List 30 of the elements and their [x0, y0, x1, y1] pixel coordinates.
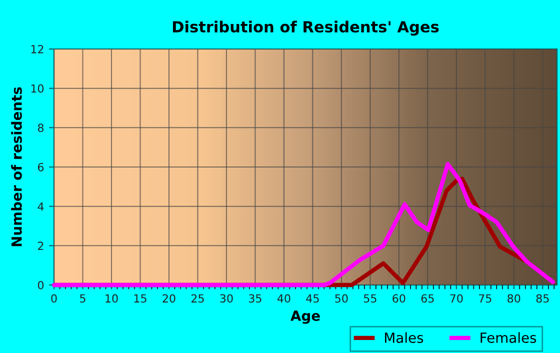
- y-tick-label: 2: [38, 242, 44, 250]
- legend-label: Females: [480, 332, 536, 343]
- x-tick-label: 30: [220, 294, 233, 303]
- x-tick-label: 35: [248, 294, 262, 303]
- y-tick-label: 10: [31, 84, 44, 93]
- x-tick-label: 60: [392, 294, 406, 303]
- x-tick-label: 50: [335, 294, 348, 303]
- x-tick-label: 15: [134, 294, 146, 303]
- x-tick-label: 5: [80, 294, 86, 303]
- y-tick-label: 6: [38, 162, 44, 172]
- x-tick-label: 20: [162, 294, 176, 303]
- y-tick-label: 12: [31, 44, 44, 54]
- x-tick-label: 80: [508, 294, 520, 303]
- chart-title: Distribution of Residents' Ages: [172, 20, 439, 36]
- x-tick-label: 0: [51, 294, 57, 303]
- x-axis-title: Age: [290, 310, 320, 324]
- x-tick-label: 55: [364, 294, 376, 303]
- x-tick-label: 10: [106, 294, 118, 303]
- x-tick-label: 65: [421, 294, 434, 303]
- x-tick-label: 75: [478, 294, 492, 303]
- x-tick-label: 70: [450, 294, 463, 303]
- x-tick-label: 40: [277, 294, 290, 303]
- legend-label: Males: [385, 332, 424, 343]
- y-tick-label: 4: [38, 202, 44, 211]
- y-tick-label: 8: [38, 124, 44, 132]
- x-tick-label: 45: [306, 294, 319, 303]
- x-tick-label: 85: [536, 294, 549, 303]
- y-axis-title: Number of residents: [11, 87, 22, 246]
- y-tick-label: 0: [38, 280, 44, 290]
- x-tick-label: 25: [191, 294, 204, 303]
